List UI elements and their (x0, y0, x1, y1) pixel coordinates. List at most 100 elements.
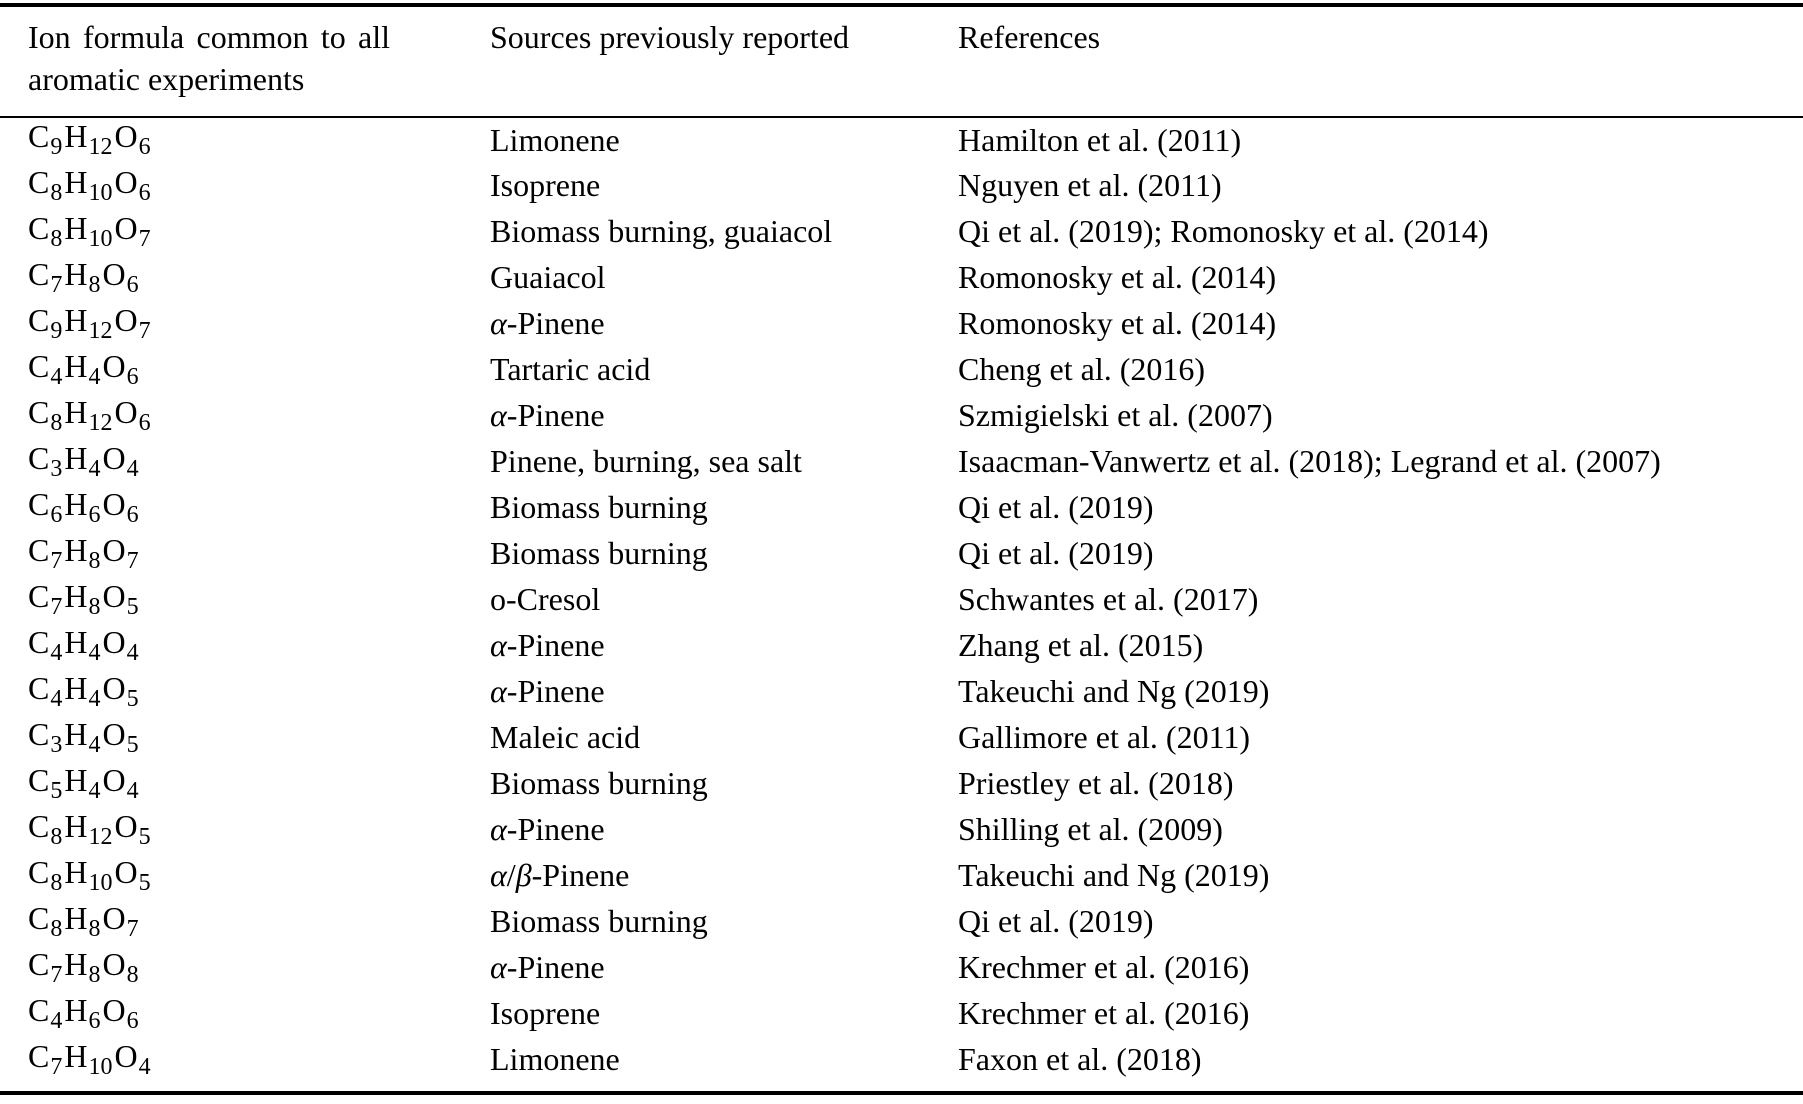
table-row: C3H4O5 Maleic acid Gallimore et al. (2011) (0, 715, 1803, 761)
source-cell: Biomass burning, guaiacol (490, 213, 833, 250)
table-row: C5H4O4 Biomass burning Priestley et al. (2… (0, 761, 1803, 807)
source-cell: α-Pinene (490, 949, 605, 986)
col-header-ion-formula: Ion formula common to all aromatic exper… (0, 7, 490, 118)
table-row: C7H8O6 Guaiacol Romonosky et al. (2014) (0, 255, 1803, 301)
reference-cell: Krechmer et al. (2016) (958, 949, 1250, 986)
ion-formula-cell: C3H4O4 (28, 439, 139, 482)
source-cell: o-Cresol (490, 581, 601, 618)
formula-subscript: 4 (88, 639, 101, 666)
ion-formula-cell: C7H8O5 (28, 577, 139, 620)
table-row: C4H4O6 Tartaric acid Cheng et al. (2016) (0, 347, 1803, 393)
source-cell: Tartaric acid (490, 351, 651, 388)
formula-subscript: 8 (88, 915, 101, 942)
source-cell: α-Pinene (490, 305, 605, 342)
reference-cell: Priestley et al. (2018) (958, 765, 1234, 802)
header-row: Ion formula common to all aromatic exper… (0, 7, 1803, 118)
formula-subscript: 12 (88, 317, 113, 344)
reference-cell: Romonosky et al. (2014) (958, 305, 1277, 342)
formula-subscript: 3 (50, 731, 63, 758)
formula-subscript: 4 (126, 777, 139, 804)
ion-formula-cell: C7H8O6 (28, 255, 139, 298)
formula-subscript: 6 (126, 1007, 139, 1034)
formula-subscript: 5 (126, 593, 139, 620)
table-row: C8H12O6 α-Pinene Szmigielski et al. (2007) (0, 393, 1803, 439)
ion-formula-cell: C5H4O4 (28, 761, 139, 804)
reference-cell: Zhang et al. (2015) (958, 627, 1204, 664)
formula-subscript: 10 (88, 869, 113, 896)
formula-subscript: 4 (88, 685, 101, 712)
formula-subscript: 4 (50, 685, 63, 712)
formula-subscript: 8 (50, 179, 63, 206)
formula-subscript: 7 (126, 915, 139, 942)
formula-subscript: 8 (88, 547, 101, 574)
formula-subscript: 12 (88, 134, 113, 161)
formula-subscript: 7 (50, 1053, 63, 1080)
formula-subscript: 4 (138, 1053, 151, 1080)
source-cell: Maleic acid (490, 719, 641, 756)
source-cell: α-Pinene (490, 397, 605, 434)
formula-subscript: 5 (138, 823, 151, 850)
table-row: C8H10O5 α/β-Pinene Takeuchi and Ng (2019) (0, 853, 1803, 899)
reference-cell: Gallimore et al. (2011) (958, 719, 1251, 756)
formula-subscript: 4 (88, 455, 101, 482)
formula-subscript: 8 (50, 409, 63, 436)
col-header-sources-label: Sources previously reported (490, 19, 850, 55)
table-row: C3H4O4 Pinene, burning, sea salt Isaacman-… (0, 439, 1803, 485)
reference-cell: Takeuchi and Ng (2019) (958, 857, 1270, 894)
col-header-sources: Sources previously reported (490, 7, 958, 118)
ion-formula-cell: C8H10O6 (28, 163, 151, 206)
table-row: C8H10O6 Isoprene Nguyen et al. (2011) (0, 163, 1803, 209)
ion-formula-table: Ion formula common to all aromatic exper… (0, 7, 1803, 1083)
ion-formula-cell: C8H8O7 (28, 899, 139, 942)
reference-cell: Cheng et al. (2016) (958, 351, 1206, 388)
formula-subscript: 4 (126, 639, 139, 666)
table-body: C9H12O6 Limonene Hamilton et al. (2011) C8H… (0, 117, 1803, 1083)
col-header-references: References (958, 7, 1803, 118)
source-cell: Limonene (490, 1041, 620, 1078)
ion-formula-cell: C4H4O5 (28, 669, 139, 712)
formula-subscript: 8 (50, 823, 63, 850)
formula-subscript: 6 (126, 501, 139, 528)
ion-formula-cell: C9H12O6 (28, 118, 151, 161)
formula-subscript: 10 (88, 179, 113, 206)
reference-cell: Romonosky et al. (2014) (958, 259, 1277, 296)
table-top-rule (0, 3, 1803, 7)
formula-subscript: 8 (88, 593, 101, 620)
source-cell: α-Pinene (490, 627, 605, 664)
formula-subscript: 8 (126, 961, 139, 988)
formula-subscript: 8 (50, 915, 63, 942)
table-row: C9H12O7 α-Pinene Romonosky et al. (2014) (0, 301, 1803, 347)
source-cell: Biomass burning (490, 535, 708, 572)
formula-subscript: 8 (50, 225, 63, 252)
formula-subscript: 6 (138, 134, 151, 161)
source-cell: α-Pinene (490, 811, 605, 848)
table-row: C8H8O7 Biomass burning Qi et al. (2019) (0, 899, 1803, 945)
reference-cell: Faxon et al. (2018) (958, 1041, 1202, 1078)
col-header-ion-formula-label: Ion formula common to all aromatic exper… (28, 19, 390, 97)
table-row: C7H8O8 α-Pinene Krechmer et al. (2016) (0, 945, 1803, 991)
table-row: C4H6O6 Isoprene Krechmer et al. (2016) (0, 991, 1803, 1037)
reference-cell: Nguyen et al. (2011) (958, 167, 1222, 204)
table-row: C7H10O4 Limonene Faxon et al. (2018) (0, 1037, 1803, 1083)
ion-formula-cell: C9H12O7 (28, 301, 151, 344)
table-row: C4H4O4 α-Pinene Zhang et al. (2015) (0, 623, 1803, 669)
source-cell: α/β-Pinene (490, 857, 630, 894)
table-row: C9H12O6 Limonene Hamilton et al. (2011) (0, 117, 1803, 163)
ion-formula-cell: C8H12O5 (28, 807, 151, 850)
ion-formula-cell: C7H10O4 (28, 1037, 151, 1080)
formula-subscript: 10 (88, 1053, 113, 1080)
table-row: C7H8O5 o-Cresol Schwantes et al. (2017) (0, 577, 1803, 623)
formula-subscript: 12 (88, 823, 113, 850)
ion-formula-cell: C8H10O5 (28, 853, 151, 896)
formula-subscript: 9 (50, 317, 63, 344)
formula-subscript: 6 (50, 501, 63, 528)
source-cell: Pinene, burning, sea salt (490, 443, 802, 480)
formula-subscript: 6 (138, 179, 151, 206)
ion-formula-cell: C4H4O4 (28, 623, 139, 666)
formula-subscript: 5 (50, 777, 63, 804)
formula-subscript: 4 (126, 455, 139, 482)
reference-cell: Qi et al. (2019) (958, 489, 1154, 526)
formula-subscript: 8 (50, 869, 63, 896)
formula-subscript: 6 (126, 363, 139, 390)
